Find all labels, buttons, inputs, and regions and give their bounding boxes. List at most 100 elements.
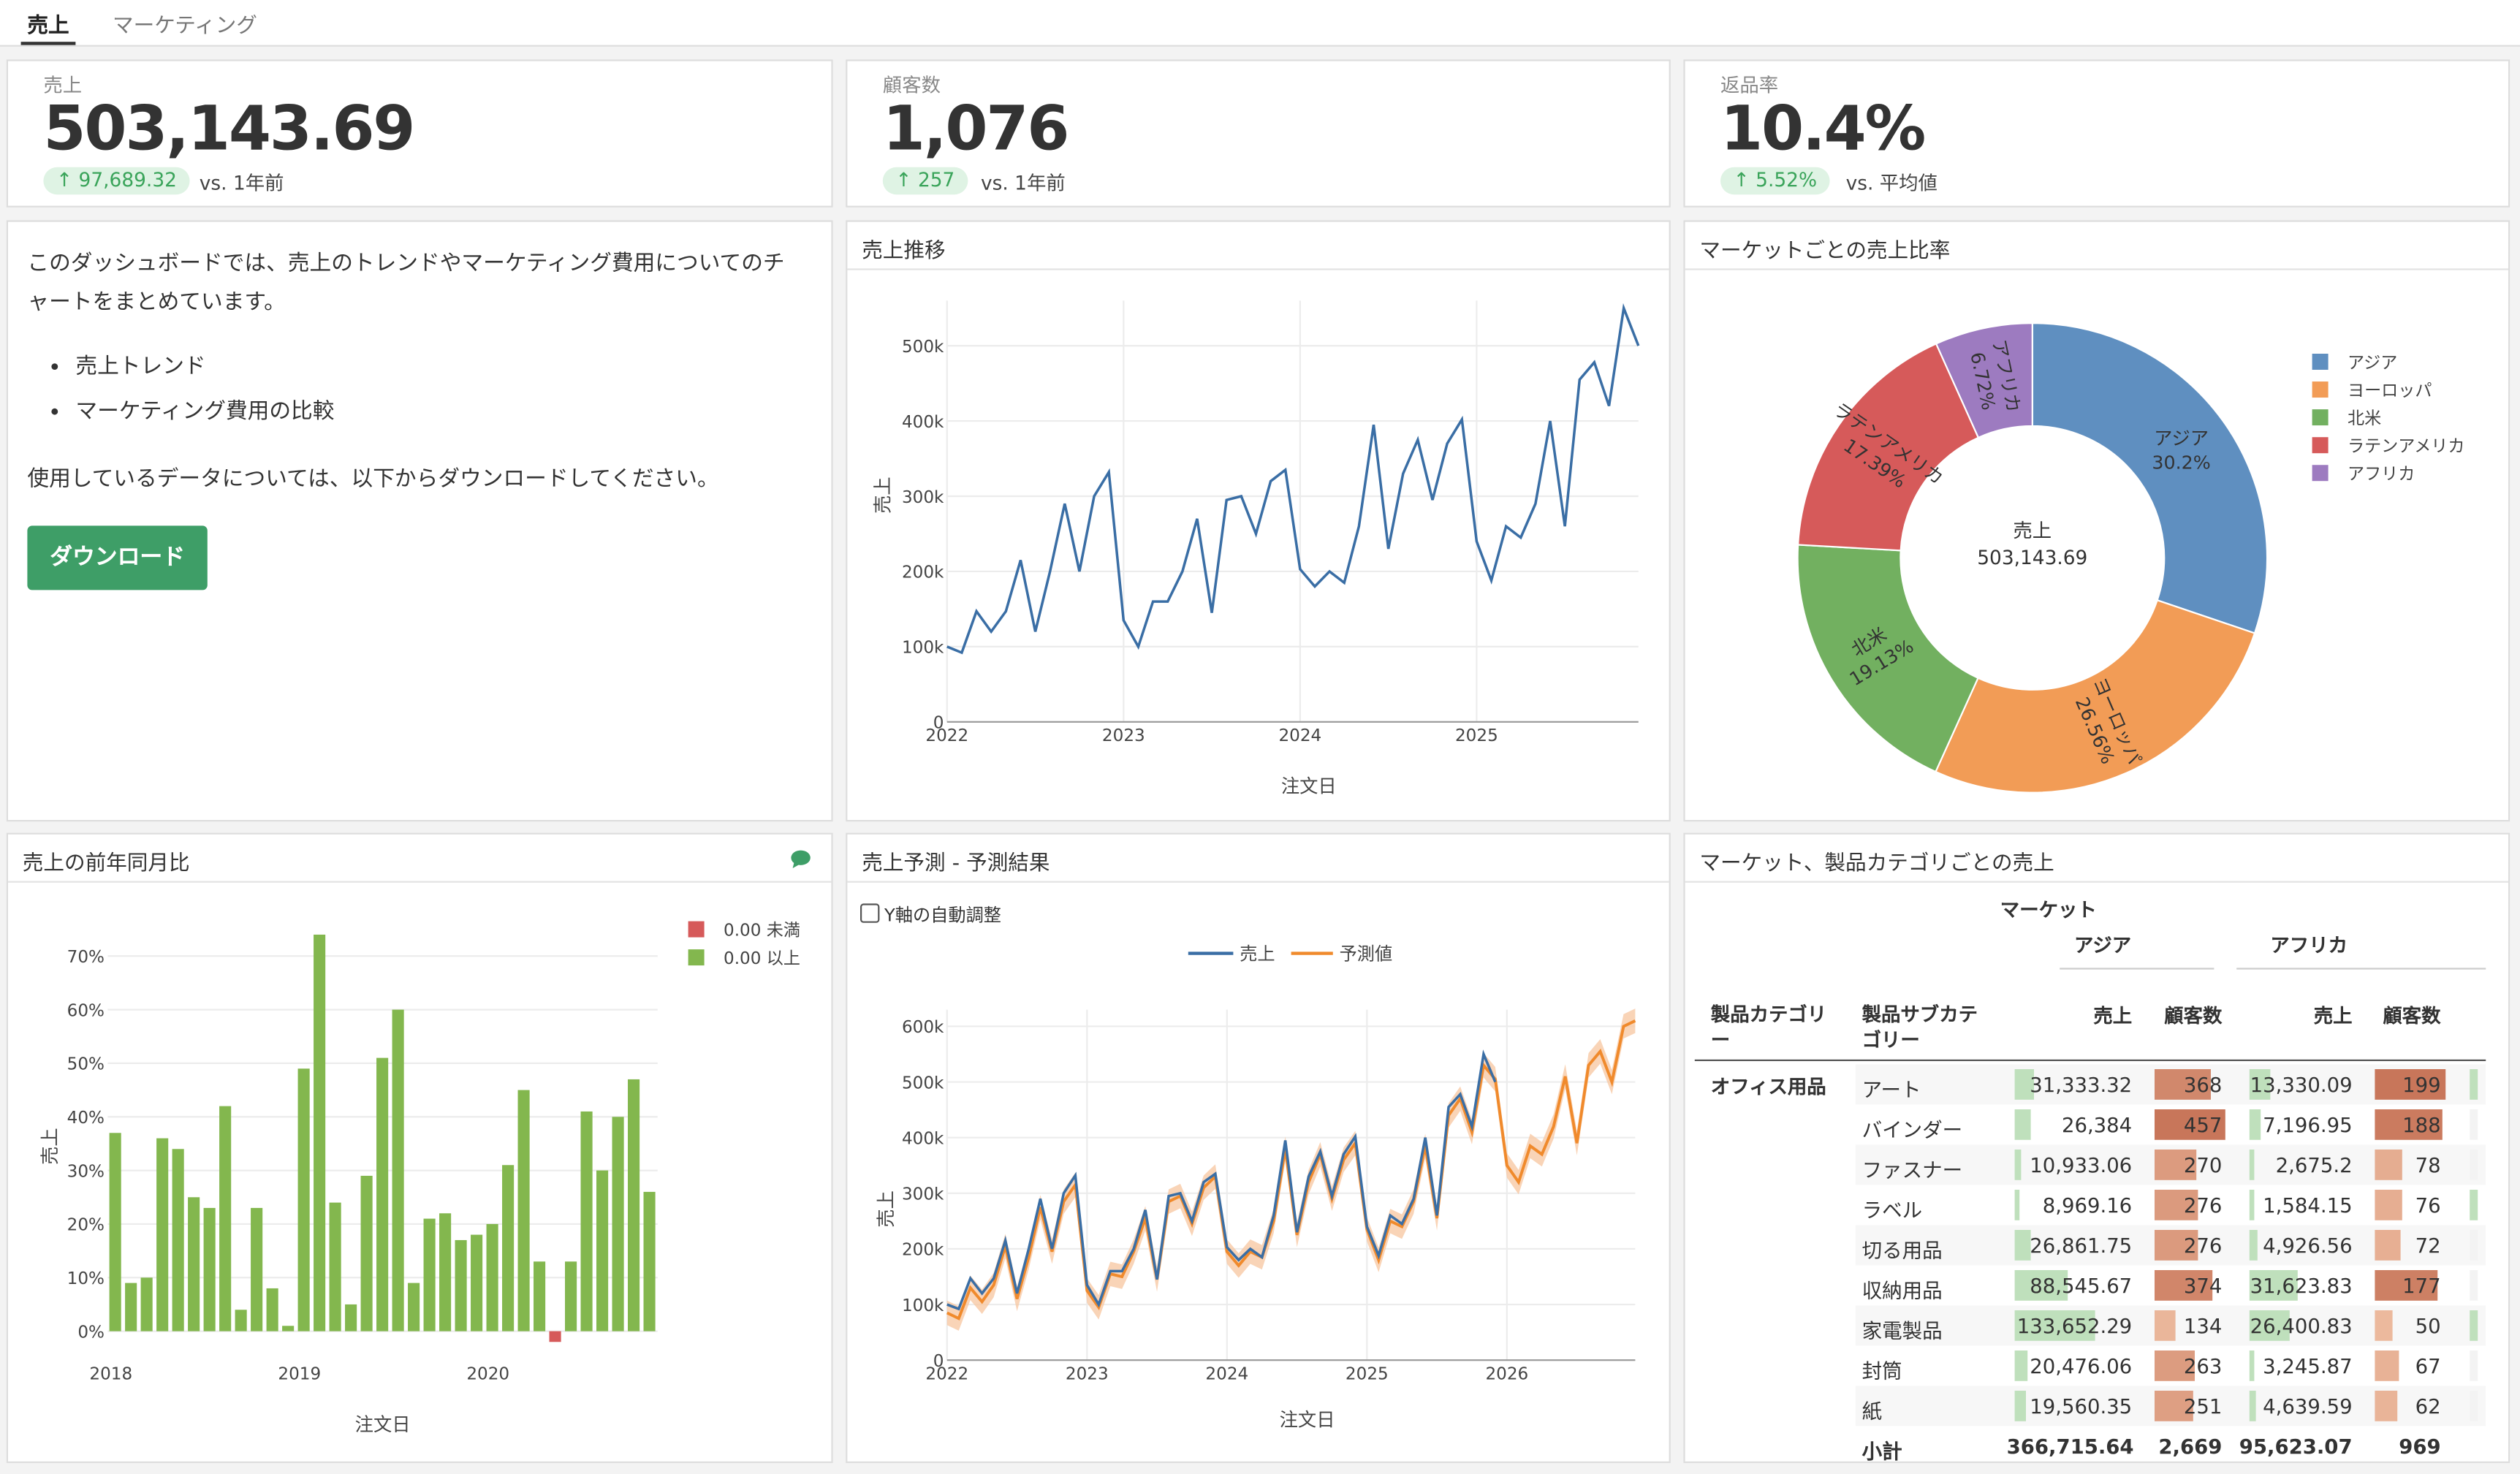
- y-axis-autoscale-checkbox[interactable]: [860, 903, 880, 923]
- customers-heat-bar: [2375, 1150, 2403, 1180]
- sales-cell: 31,623.83: [2250, 1273, 2353, 1298]
- y-tick-label: 600k: [902, 1018, 944, 1037]
- slice-label-name: アジア: [2154, 428, 2209, 449]
- yoy-bar: [596, 1170, 609, 1331]
- sales-cell: 8,969.16: [2042, 1193, 2133, 1217]
- sales-data-bar: [2014, 1190, 2020, 1220]
- yoy-panel: 売上の前年同月比 0% 10% 20% 30% 40% 50% 60% 70% 2018 2019…: [6, 832, 833, 1463]
- panel-title: 売上推移: [862, 239, 946, 264]
- column-header-category[interactable]: 製品カテゴリー: [1710, 1003, 1827, 1052]
- yoy-bar: [486, 1223, 498, 1331]
- table-row: 紙 19,560.35 251 4,639.59 62: [1685, 1386, 2508, 1426]
- yoy-bar: [172, 1149, 184, 1331]
- y-tick-label: 20%: [67, 1216, 105, 1235]
- y-tick-label: 50%: [67, 1055, 105, 1074]
- intro-text-line: このダッシュボードでは、売上のトレンドやマーケティング費用についてのチ: [27, 251, 785, 277]
- kpi-delta-value: 257: [917, 169, 955, 191]
- divider: [847, 268, 1669, 270]
- slice-label: アジア 30.2%: [2152, 428, 2210, 473]
- donut-center-value: 503,143.69: [1977, 547, 2087, 569]
- tab-marketing[interactable]: マーケティング: [113, 14, 257, 39]
- divider: [8, 881, 832, 883]
- customers-cell: 177: [2402, 1273, 2441, 1298]
- subcategory-cell: 収納用品: [1861, 1278, 1943, 1302]
- legend-swatch: [2312, 381, 2329, 398]
- column-header-subcategory[interactable]: 製品サブカテゴリー: [1861, 1003, 1978, 1052]
- y-tick-label: 0: [933, 714, 944, 733]
- yoy-bar: [188, 1197, 200, 1331]
- kpi-comparison: vs. 1年前: [199, 172, 284, 195]
- y-axis-label: 売上: [876, 1190, 897, 1228]
- yoy-bar: [109, 1133, 121, 1331]
- customers-heat-bar: [2155, 1190, 2198, 1220]
- column-header-customers[interactable]: 顧客数: [2164, 1005, 2223, 1027]
- yoy-bar: [439, 1213, 452, 1331]
- tab-sales[interactable]: 売上: [27, 14, 69, 39]
- y-tick-label: 500k: [902, 338, 944, 357]
- yoy-bar: [455, 1239, 467, 1331]
- sales-data-bar: [2249, 1069, 2270, 1100]
- y-tick-label: 300k: [902, 1185, 944, 1204]
- yoy-bar: [376, 1057, 389, 1331]
- yoy-bar: [266, 1288, 278, 1331]
- customers-cell: 134: [2183, 1313, 2223, 1338]
- sales-series-line: [946, 1049, 1497, 1311]
- subcategory-cell: 家電製品: [1861, 1318, 1943, 1342]
- sales-data-bar: [2014, 1069, 2034, 1100]
- legend-swatch: [688, 949, 705, 966]
- column-header-sales[interactable]: 売上: [2313, 1005, 2353, 1027]
- sales-cell: 366,715.64: [2006, 1434, 2134, 1459]
- column-header-customers[interactable]: 顧客数: [2383, 1005, 2441, 1027]
- y-tick-label: 70%: [67, 948, 105, 967]
- x-axis-label: 注文日: [1280, 1409, 1335, 1430]
- yoy-bar: [517, 1090, 530, 1331]
- divider: [847, 881, 1669, 883]
- subcategory-cell: バインダー: [1861, 1117, 1963, 1141]
- kpi-delta-value: 97,689.32: [78, 169, 177, 191]
- sales-data-bar: [2014, 1310, 2095, 1341]
- overflow-column-bar: [2470, 1109, 2478, 1140]
- customers-heat-bar: [2155, 1069, 2212, 1100]
- y-tick-label: 200k: [902, 1241, 944, 1260]
- sales-cell: 95,623.07: [2239, 1434, 2353, 1459]
- y-tick-label: 0: [933, 1352, 944, 1371]
- kpi-delta-badge: ↑ 257: [882, 167, 968, 195]
- market-share-donut-chart: アジア30.2%ヨーロッパ26.56%北米19.13%ラテンアメリカ17.39%…: [1796, 322, 2465, 794]
- table-row: 封筒 20,476.06 263 3,245.87 67: [1685, 1345, 2508, 1386]
- x-tick-label: 2020: [466, 1365, 509, 1384]
- x-tick-label: 2025: [1455, 726, 1498, 745]
- customers-cell: 969: [2399, 1434, 2441, 1459]
- forecast-panel: 売上予測 - 予測結果 Y軸の自動調整 2022 2023 2024 2025 2026…: [846, 832, 1671, 1463]
- x-tick-label: 2023: [1066, 1365, 1109, 1384]
- yoy-bar: [612, 1117, 624, 1331]
- sales-trend-chart: 2022 2023 2024 2025 0 100k 200k 300k 400k 500k 注文日…: [873, 300, 1640, 797]
- comment-icon[interactable]: [789, 849, 812, 870]
- legend-swatch: [2312, 409, 2329, 426]
- yoy-bar: [392, 1009, 404, 1331]
- kpi-delta-badge: ↑ 97,689.32: [43, 167, 190, 195]
- subcategory-cell: 封筒: [1861, 1359, 1902, 1383]
- customers-cell: 72: [2415, 1233, 2441, 1258]
- y-tick-label: 40%: [67, 1109, 105, 1128]
- sales-data-bar: [2014, 1391, 2027, 1421]
- subcategory-cell: ファスナー: [1861, 1158, 1963, 1182]
- overflow-column-bar: [2470, 1310, 2478, 1341]
- legend-label: ヨーロッパ: [2348, 381, 2432, 400]
- sales-cell: 4,926.56: [2263, 1233, 2353, 1258]
- column-header-sales[interactable]: 売上: [2093, 1005, 2133, 1027]
- panel-title: マーケット、製品カテゴリごとの売上: [1699, 852, 2054, 876]
- panel-title: マーケットごとの売上比率: [1699, 239, 1951, 264]
- sales-data-bar: [2249, 1310, 2290, 1341]
- y-axis-label: 売上: [39, 1128, 61, 1165]
- sales-series-line: [946, 303, 1640, 655]
- yoy-bar: [282, 1326, 295, 1331]
- list-item: マーケティング費用の比較: [75, 389, 334, 434]
- customers-cell: 62: [2415, 1394, 2441, 1418]
- customers-heat-bar: [2155, 1270, 2213, 1301]
- sales-cell: 19,560.35: [2030, 1394, 2133, 1418]
- overflow-column-bar: [2470, 1391, 2478, 1421]
- download-button[interactable]: ダウンロード: [27, 525, 208, 590]
- table-row: 家電製品 133,652.29 134 26,400.83 50: [1685, 1305, 2508, 1346]
- divider: [1685, 268, 2508, 270]
- arrow-up-icon: ↑: [1733, 169, 1750, 191]
